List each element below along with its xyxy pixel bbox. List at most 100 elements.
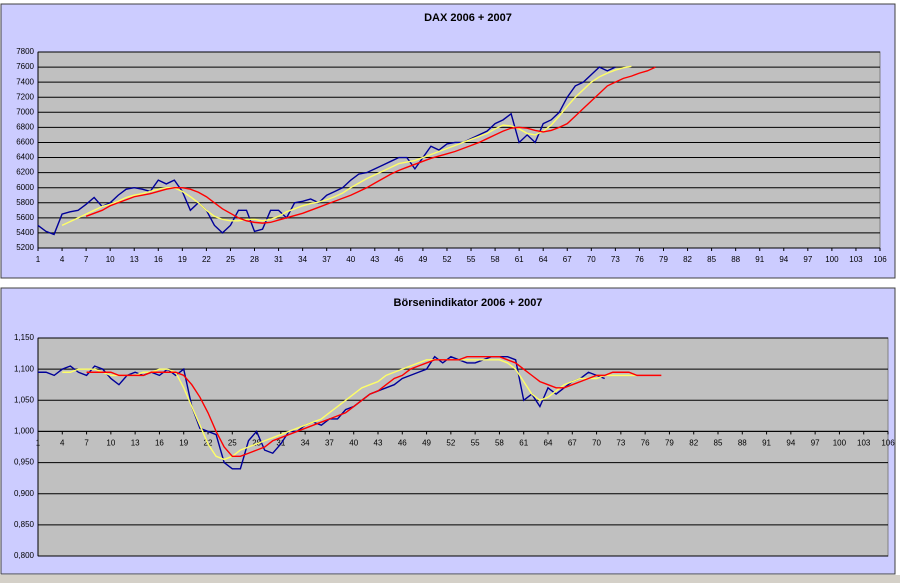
x-tick-label: 7: [84, 255, 89, 264]
x-tick-label: 37: [322, 255, 331, 264]
x-tick-label: 94: [779, 255, 788, 264]
x-tick-label: 25: [226, 255, 235, 264]
x-tick-label: 61: [515, 255, 524, 264]
x-tick-label: 100: [833, 439, 847, 448]
x-tick-label: 85: [714, 439, 723, 448]
x-tick-label: 16: [154, 255, 163, 264]
x-tick-label: 40: [346, 255, 355, 264]
x-tick-label: 82: [683, 255, 692, 264]
x-tick-label: 1: [36, 439, 41, 448]
x-tick-label: 37: [325, 439, 334, 448]
x-tick-label: 31: [274, 255, 283, 264]
x-tick-label: 97: [803, 255, 812, 264]
x-tick-label: 43: [370, 255, 379, 264]
x-tick-label: 43: [374, 439, 383, 448]
data-line: [61, 65, 632, 227]
x-tick-label: 103: [857, 439, 871, 448]
x-tick-label: 88: [738, 439, 747, 448]
x-tick-label: 25: [228, 439, 237, 448]
x-tick-label: 91: [762, 439, 771, 448]
y-tick-label: 5400: [16, 228, 34, 237]
x-tick-label: 76: [635, 255, 644, 264]
x-tick-label: 76: [641, 439, 650, 448]
x-tick-label: 97: [811, 439, 820, 448]
x-tick-label: 19: [178, 255, 187, 264]
x-tick-label: 85: [707, 255, 716, 264]
x-tick-label: 46: [394, 255, 403, 264]
y-tick-label: 0,850: [14, 520, 35, 529]
x-tick-label: 100: [825, 255, 839, 264]
x-tick-label: 106: [873, 255, 887, 264]
y-tick-label: 7800: [16, 47, 34, 56]
x-tick-label: 13: [131, 439, 140, 448]
y-tick-label: 7600: [16, 62, 34, 71]
y-tick-label: 1,050: [14, 395, 35, 404]
y-tick-label: 5200: [16, 243, 34, 252]
x-tick-label: 73: [611, 255, 620, 264]
y-tick-label: 6600: [16, 138, 34, 147]
y-tick-label: 0,900: [14, 489, 35, 498]
x-tick-label: 103: [849, 255, 863, 264]
y-tick-label: 5600: [16, 213, 34, 222]
x-tick-label: 34: [298, 255, 307, 264]
x-tick-label: 49: [418, 255, 427, 264]
x-tick-label: 64: [539, 255, 548, 264]
x-tick-label: 55: [471, 439, 480, 448]
x-tick-label: 10: [106, 439, 115, 448]
x-tick-label: 7: [84, 439, 89, 448]
y-tick-label: 1,100: [14, 364, 35, 373]
y-tick-label: 1,150: [14, 333, 35, 342]
x-tick-label: 67: [563, 255, 572, 264]
x-tick-label: 4: [60, 255, 65, 264]
x-tick-label: 82: [689, 439, 698, 448]
x-tick-label: 70: [592, 439, 601, 448]
x-tick-label: 58: [495, 439, 504, 448]
x-tick-label: 61: [519, 439, 528, 448]
x-tick-label: 40: [349, 439, 358, 448]
x-tick-label: 34: [301, 439, 310, 448]
y-tick-label: 6800: [16, 122, 34, 131]
x-tick-label: 79: [659, 255, 668, 264]
x-tick-label: 22: [202, 255, 211, 264]
chart-title: Börsenindikator 2006 + 2007: [394, 297, 543, 309]
x-tick-label: 94: [786, 439, 795, 448]
data-line: [85, 66, 656, 224]
x-tick-label: 106: [881, 439, 895, 448]
x-tick-label: 58: [491, 255, 500, 264]
x-tick-label: 4: [60, 439, 65, 448]
x-tick-label: 64: [544, 439, 553, 448]
chart: DAX 2006 + 2007 5200 5400 5600 5800 6000 6200 6…: [0, 3, 896, 279]
status-bar: [0, 575, 900, 583]
x-tick-label: 46: [398, 439, 407, 448]
x-tick-label: 13: [130, 255, 139, 264]
x-tick-label: 79: [665, 439, 674, 448]
y-tick-label: 6000: [16, 183, 34, 192]
x-tick-label: 88: [731, 255, 740, 264]
x-tick-label: 10: [106, 255, 115, 264]
x-tick-label: 55: [467, 255, 476, 264]
data-line: [38, 355, 605, 470]
x-tick-label: 19: [179, 439, 188, 448]
x-tick-label: 1: [36, 255, 41, 264]
x-tick-label: 52: [443, 255, 452, 264]
x-tick-label: 73: [616, 439, 625, 448]
x-tick-label: 70: [587, 255, 596, 264]
x-tick-label: 49: [422, 439, 431, 448]
chart: Börsenindikator 2006 + 2007 0,800 0,850 0,9…: [0, 287, 896, 575]
x-tick-label: 91: [755, 255, 764, 264]
x-tick-label: 28: [250, 255, 259, 264]
x-tick-label: 52: [446, 439, 455, 448]
y-tick-label: 6400: [16, 153, 34, 162]
y-tick-label: 0,950: [14, 458, 35, 467]
x-tick-label: 16: [155, 439, 164, 448]
y-tick-label: 0,800: [14, 551, 35, 560]
data-line: [37, 66, 616, 236]
chart-title: DAX 2006 + 2007: [424, 12, 512, 24]
y-tick-label: 7200: [16, 92, 34, 101]
y-tick-label: 7000: [16, 107, 34, 116]
x-tick-label: 67: [568, 439, 577, 448]
y-tick-label: 5800: [16, 198, 34, 207]
data-line: [62, 359, 638, 461]
y-tick-label: 7400: [16, 77, 34, 86]
